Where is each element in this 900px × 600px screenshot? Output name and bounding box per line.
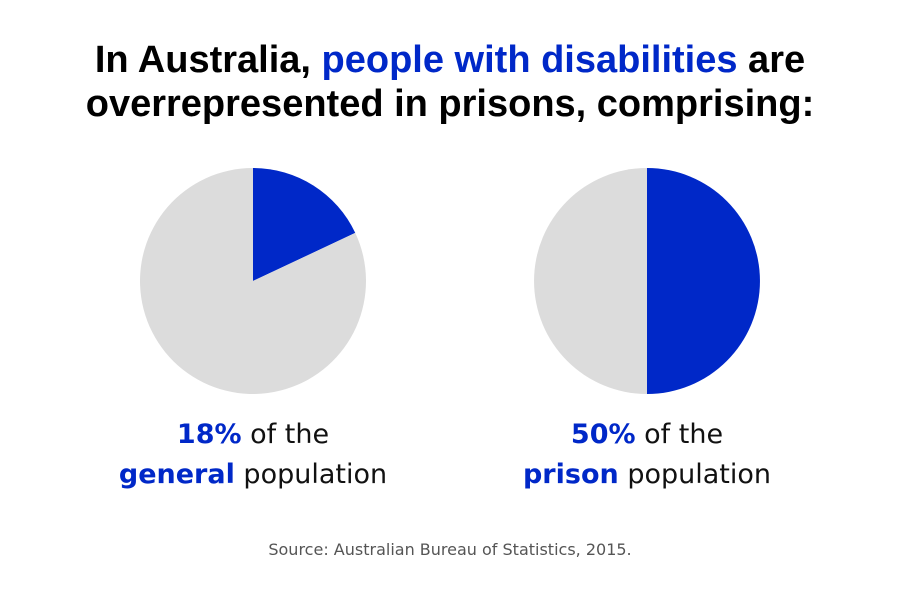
title-highlight: people with disabilities [321,39,738,81]
title-text: are [737,39,806,81]
pie2-value: 50% [570,419,636,450]
pie2-text: of the [635,419,724,450]
pie2-slice-rest [534,168,647,394]
pie2-slice-highlight [647,168,760,394]
title-line2: overrepresented in prisons, comprising: [85,83,815,125]
pie1-slice-rest [139,168,366,394]
pie2-label: 50% of the prison population [447,415,847,495]
pie1-value: 18% [176,419,242,450]
source-note: Source: Australian Bureau of Statistics,… [268,540,632,559]
pie2-text: population [618,459,771,490]
pie1-slice-highlight [253,168,356,281]
title-text: In Australia, [94,39,322,81]
pie1-bold: general [118,459,235,490]
pie1-text: of the [241,419,330,450]
pie1-text: population [234,459,388,490]
pie2-bold: prison [522,459,619,490]
page-title: In Australia, people with disabilities a… [0,38,900,126]
pie1-label: 18% of the general population [53,415,453,495]
